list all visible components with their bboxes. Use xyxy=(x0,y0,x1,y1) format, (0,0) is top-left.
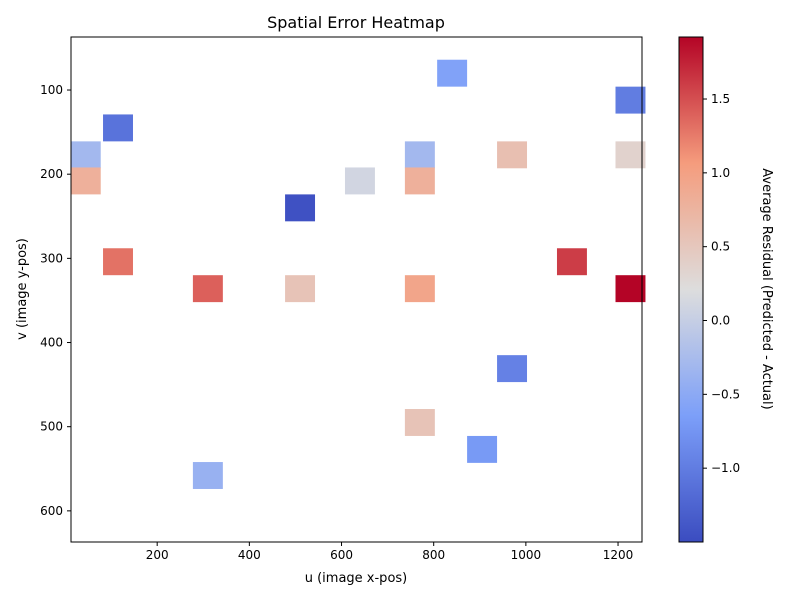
y-axis-label: v (image y-pos) xyxy=(15,238,30,340)
heatmap-cell xyxy=(285,275,316,303)
heatmap-cell xyxy=(615,141,646,169)
colorbar-label: Average Residual (Predicted - Actual) xyxy=(759,168,774,409)
heatmap-cell xyxy=(404,275,435,303)
x-tick-label: 400 xyxy=(238,548,261,562)
heatmap-cells xyxy=(70,59,646,489)
colorbar-tick-label: −1.0 xyxy=(711,461,740,475)
colorbar xyxy=(678,36,704,543)
x-tick-label: 1200 xyxy=(603,548,634,562)
heatmap-cell xyxy=(437,59,468,87)
heatmap-cell xyxy=(70,141,101,169)
heatmap-cell xyxy=(103,114,133,142)
chart-title: Spatial Error Heatmap xyxy=(267,13,445,32)
x-tick-label: 200 xyxy=(146,548,169,562)
colorbar-ticks: −1.0 −0.5 0.0 0.5 1.0 1.5 xyxy=(703,92,740,475)
x-axis-ticks: 200 400 600 800 1000 1200 xyxy=(146,542,634,562)
x-tick-label: 600 xyxy=(330,548,353,562)
y-tick-label: 500 xyxy=(40,420,63,434)
y-tick-label: 100 xyxy=(40,83,63,97)
x-tick-label: 1000 xyxy=(511,548,542,562)
heatmap-cell xyxy=(404,409,435,436)
y-tick-label: 200 xyxy=(40,167,63,181)
y-tick-label: 400 xyxy=(40,336,63,350)
colorbar-tick-label: −0.5 xyxy=(711,387,740,401)
plot-frame xyxy=(70,36,643,543)
heatmap-cell xyxy=(404,167,435,195)
heatmap-cell xyxy=(70,167,101,195)
heatmap-cell xyxy=(556,248,587,276)
colorbar-tick-label: 1.0 xyxy=(711,166,730,180)
heatmap-cell xyxy=(404,141,435,169)
colorbar-tick-label: 0.0 xyxy=(711,314,730,328)
heatmap-cell xyxy=(497,141,528,169)
x-axis-label: u (image x-pos) xyxy=(305,571,408,586)
heatmap-cell xyxy=(615,275,646,303)
heatmap-cell xyxy=(192,275,223,303)
heatmap-cell xyxy=(192,462,223,489)
y-tick-label: 600 xyxy=(40,504,63,518)
heatmap-cell xyxy=(285,194,316,222)
heatmap-cell xyxy=(344,167,375,195)
x-tick-label: 800 xyxy=(422,548,445,562)
colorbar-tick-label: 1.5 xyxy=(711,92,730,106)
heatmap-cell xyxy=(497,355,528,383)
heatmap-cell xyxy=(615,86,646,114)
heatmap-cell xyxy=(467,435,498,463)
colorbar-tick-label: 0.5 xyxy=(711,240,730,254)
y-axis-ticks: 100 200 300 400 500 600 xyxy=(40,83,71,518)
heatmap-cell xyxy=(103,248,133,276)
y-tick-label: 300 xyxy=(40,251,63,265)
